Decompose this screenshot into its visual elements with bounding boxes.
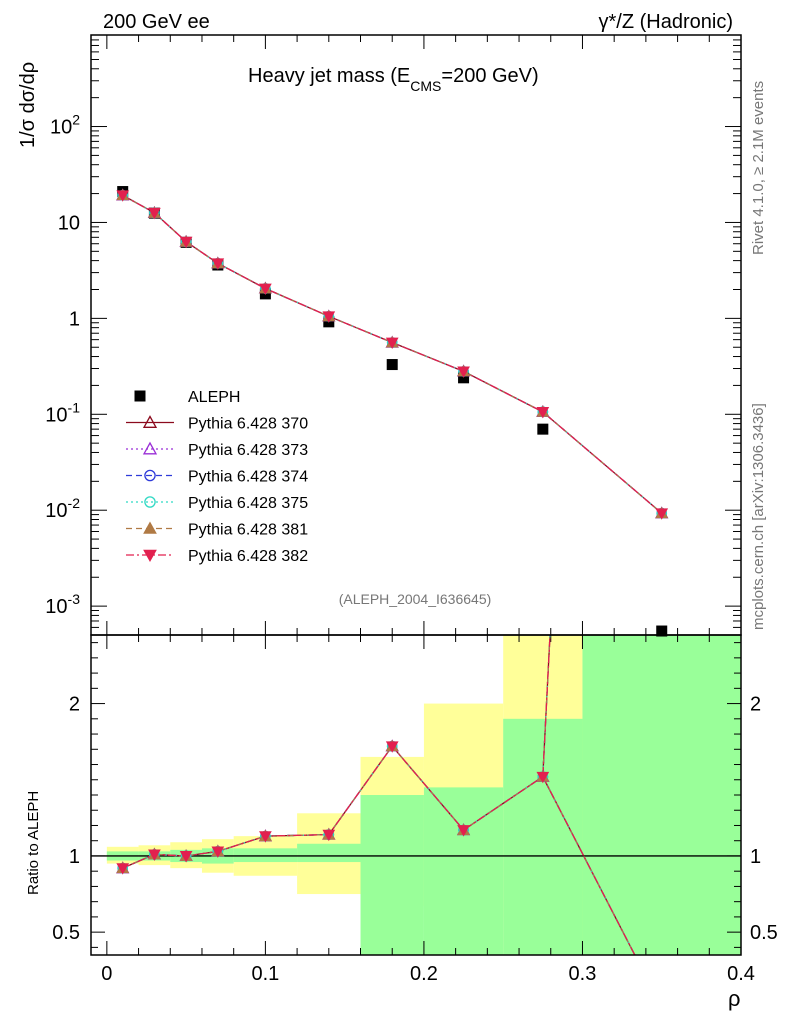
y-axis-label: 1/σ dσ/dρ	[17, 62, 39, 148]
mc-line-main	[122, 194, 663, 514]
aleph-data-point	[537, 423, 549, 435]
x-tick-label: 0.3	[569, 963, 597, 985]
analysis-tag: (ALEPH_2004_I636645)	[339, 591, 492, 607]
y-tick-label: 1	[69, 308, 80, 330]
tick-labels: 0 0.1 0.2 0.3 0.4 10-3 10-2 10-1 1 10 102 0.5 0.5 1 1 2…	[45, 112, 778, 985]
x-axis-label: ρ	[728, 986, 741, 1011]
y-tick-label: 102	[50, 112, 80, 139]
legend-label: Pythia 6.428 373	[188, 442, 308, 459]
mc-markers	[116, 188, 669, 875]
main-plot-frame	[90, 34, 742, 636]
ratio-y-tick-label-left: 0.5	[52, 922, 80, 944]
mc-marker-main	[385, 337, 399, 350]
legend-label: Pythia 6.428 381	[188, 522, 308, 539]
y-tick-label: 10-2	[45, 495, 80, 522]
mc-marker-main	[655, 508, 669, 520]
header-right: γ*/Z (Hadronic)	[599, 11, 733, 33]
mc-marker-ratio	[457, 825, 470, 837]
legend-label: Pythia 6.428 374	[188, 469, 308, 486]
legend: ALEPH Pythia 6.428 370 Pythia 6.428 373 Pyt…	[126, 389, 308, 565]
legend-marker	[143, 549, 157, 563]
mc-line-main	[122, 194, 663, 514]
ratio-band-green	[503, 718, 583, 955]
x-tick-label: 0.4	[727, 963, 755, 985]
chart-title: Heavy jet mass (ECMS=200 GeV)	[248, 65, 539, 94]
mc-marker-main	[148, 207, 161, 220]
mc-line-main	[122, 194, 663, 514]
mc-marker-main	[179, 236, 193, 249]
mc-marker-main	[322, 311, 336, 323]
legend-marker	[142, 441, 158, 455]
x-tick-label: 0.2	[410, 963, 438, 985]
x-tick-label: 0.1	[251, 963, 279, 985]
ratio-band-green	[233, 848, 298, 863]
ratio-plot-frame	[90, 634, 742, 956]
mc-marker-ratio	[116, 863, 130, 875]
legend-label: Pythia 6.428 375	[188, 495, 308, 512]
mc-line-main	[122, 194, 663, 514]
data-points	[117, 186, 668, 637]
mc-marker-ratio	[322, 829, 336, 842]
mc-marker-ratio	[385, 741, 399, 753]
ratio-y-tick-label-left: 1	[69, 846, 80, 868]
axis-ticks	[91, 34, 742, 955]
mc-line-ratio	[122, 634, 551, 869]
ratio-y-tick-label-right: 0.5	[750, 922, 778, 944]
ratio-band-green	[360, 795, 424, 955]
ratio-band-green	[423, 787, 504, 955]
mc-marker-ratio	[536, 771, 550, 784]
ratio-y-tick-label-right: 1	[750, 846, 761, 868]
legend-marker	[142, 415, 158, 428]
mc-marker-ratio	[179, 851, 193, 863]
rivet-version-text: Rivet 4.1.0, ≥ 2.1M events	[750, 81, 767, 255]
mc-marker-ratio	[259, 831, 272, 843]
ratio-y-axis-label: Ratio to ALEPH	[25, 791, 42, 895]
legend-label: Pythia 6.428 370	[188, 416, 308, 433]
legend-marker	[144, 469, 156, 482]
mc-marker-main	[116, 190, 130, 202]
mc-line-ratio-drop	[542, 776, 636, 956]
aleph-data-point	[656, 625, 668, 637]
header-left: 200 GeV ee	[103, 11, 210, 33]
mc-marker-ratio	[148, 849, 161, 861]
mc-line-main	[122, 194, 663, 514]
mc-lines	[122, 194, 663, 956]
legend-label-aleph: ALEPH	[188, 389, 240, 406]
mcplots-text: mcplots.cern.ch [arXiv:1306.3436]	[750, 403, 767, 630]
y-tick-label: 10-3	[45, 591, 80, 618]
mc-marker-main	[259, 283, 272, 295]
ratio-bands	[91, 635, 741, 955]
mc-marker-main	[211, 258, 225, 270]
ratio-band-green	[582, 635, 741, 955]
y-tick-label: 10	[58, 212, 80, 234]
legend-label: Pythia 6.428 382	[188, 548, 308, 565]
aleph-data-point	[386, 359, 398, 371]
legend-marker	[143, 521, 157, 534]
mc-marker-ratio	[211, 846, 225, 858]
legend-marker-aleph	[134, 390, 146, 402]
mc-marker-main	[457, 366, 470, 378]
mc-line-main	[122, 194, 663, 514]
ratio-y-tick-label-left: 2	[69, 694, 80, 716]
ratio-band-green	[297, 843, 361, 863]
y-tick-label: 10-1	[45, 399, 80, 426]
x-tick-label: 0	[101, 963, 112, 985]
legend-marker	[144, 496, 156, 508]
mc-marker-main	[536, 406, 550, 419]
ratio-y-tick-label-right: 2	[750, 694, 761, 716]
